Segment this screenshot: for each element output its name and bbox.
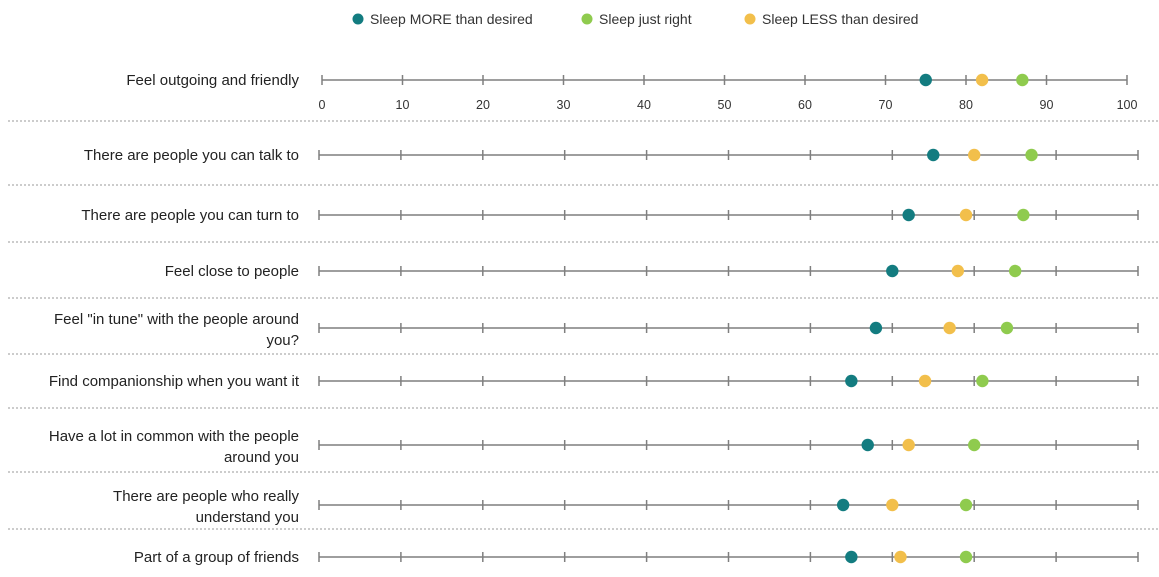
tick-label: 90 <box>1040 98 1054 112</box>
data-point <box>919 73 932 87</box>
data-point <box>886 498 899 512</box>
legend-label: Sleep LESS than desired <box>762 11 918 27</box>
data-point <box>1000 321 1014 335</box>
legend-label: Sleep just right <box>599 11 692 27</box>
chart-row: There are people you can turn to <box>81 207 1139 224</box>
data-point <box>1017 208 1030 222</box>
legend-item: Sleep LESS than desired <box>744 11 918 27</box>
tick-label: 70 <box>879 98 893 112</box>
data-point <box>943 321 956 335</box>
row-label-line: Feel "in tune" with the people around <box>54 311 299 328</box>
data-point <box>951 264 965 278</box>
data-point <box>959 550 973 564</box>
tick-label: 60 <box>798 98 812 112</box>
tick-label: 50 <box>718 98 732 112</box>
row-label-line: understand you <box>196 509 299 526</box>
data-point <box>959 498 973 512</box>
tick-label: 10 <box>396 98 410 112</box>
legend-item: Sleep MORE than desired <box>352 11 533 27</box>
data-point <box>927 148 940 162</box>
legend-marker <box>581 13 593 25</box>
row-label: Have a lot in common with the people arou… <box>49 428 299 466</box>
tick-label: 40 <box>637 98 651 112</box>
row-label: There are people you can talk to <box>84 147 299 164</box>
tick-label: 100 <box>1117 98 1138 112</box>
chart-rows: Feel outgoing and friendly 0 10 20 30 40 50 60 7… <box>8 72 1159 566</box>
data-point <box>886 264 899 278</box>
chart-row: Part of a group of friends <box>134 549 1139 566</box>
chart-row: Feel "in tune" with the people around you… <box>54 311 1139 349</box>
data-point <box>1008 264 1022 278</box>
data-point <box>1016 73 1029 87</box>
row-label-line: Have a lot in common with the people <box>49 428 299 445</box>
chart-row: There are people you can talk to <box>84 147 1139 164</box>
legend-marker <box>744 13 756 25</box>
data-point <box>975 73 989 87</box>
data-point <box>968 148 981 162</box>
row-label: There are people who really understand yo… <box>113 488 299 526</box>
row-label: Feel outgoing and friendly <box>126 72 299 89</box>
row-label-line: around you <box>224 449 299 466</box>
row-label: Find companionship when you want it <box>49 373 300 390</box>
chart-row: Find companionship when you want it <box>49 373 1139 390</box>
legend-label: Sleep MORE than desired <box>370 11 533 27</box>
row-label: Feel "in tune" with the people around you… <box>54 311 299 349</box>
data-point <box>845 374 858 388</box>
row-label: There are people you can turn to <box>81 207 299 224</box>
data-point <box>968 438 981 452</box>
row-label: Part of a group of friends <box>134 549 299 566</box>
data-point <box>861 438 874 452</box>
data-point <box>1025 148 1038 162</box>
data-point <box>894 550 907 564</box>
chart-row: Have a lot in common with the people arou… <box>49 428 1139 466</box>
legend: Sleep MORE than desired Sleep just right S… <box>352 11 918 27</box>
data-point <box>869 321 883 335</box>
chart-row: There are people who really understand yo… <box>113 488 1139 526</box>
legend-marker <box>352 13 364 25</box>
data-point <box>845 550 858 564</box>
data-point <box>902 438 915 452</box>
chart-row: Feel outgoing and friendly 0 10 20 30 40 50 60 7… <box>126 72 1137 112</box>
row-label-line: There are people who really <box>113 488 299 505</box>
legend-item: Sleep just right <box>581 11 692 27</box>
data-point <box>902 208 915 222</box>
data-point <box>836 498 850 512</box>
tick-label: 20 <box>476 98 490 112</box>
tick-label: 30 <box>557 98 571 112</box>
tick-label: 0 <box>319 98 326 112</box>
row-label-line: you? <box>266 332 299 349</box>
tick-label: 80 <box>959 98 973 112</box>
chart-row: Feel close to people <box>165 263 1139 280</box>
data-point <box>918 374 932 388</box>
row-label: Feel close to people <box>165 263 299 280</box>
data-point <box>976 374 989 388</box>
data-point <box>959 208 973 222</box>
